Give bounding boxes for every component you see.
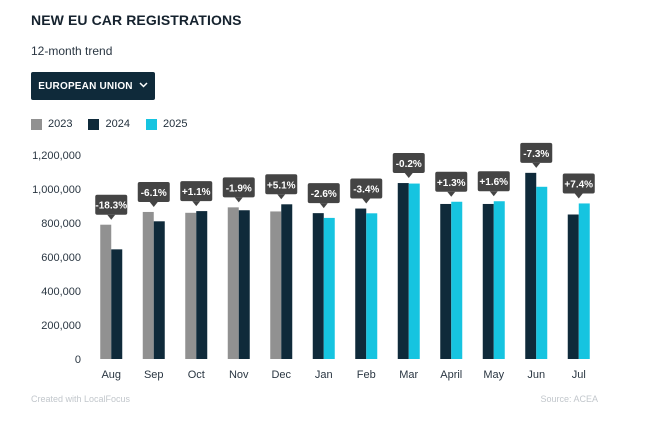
- legend: 2023 2024 2025: [31, 118, 187, 130]
- change-label: +1.3%: [437, 178, 466, 189]
- footer-credit: Created with LocalFocus: [31, 394, 131, 404]
- change-label-box: [95, 194, 128, 215]
- bar-2024: [312, 213, 324, 359]
- change-label-box: [350, 178, 383, 199]
- x-tick-label: Aug: [101, 369, 121, 381]
- legend-label-2024: 2024: [105, 118, 130, 130]
- bar-2025: [493, 201, 505, 359]
- y-tick-label: 800,000: [41, 218, 81, 230]
- bar-2025: [323, 217, 335, 359]
- legend-swatch-2023: [31, 118, 42, 130]
- change-label-box: [137, 181, 170, 202]
- bar-2024: [238, 210, 250, 359]
- change-label-pointer: [532, 162, 541, 168]
- change-label-pointer: [489, 191, 498, 197]
- bar-2023: [100, 224, 112, 359]
- bar-2024: [355, 208, 367, 359]
- y-tick-label: 600,000: [41, 252, 81, 264]
- x-tick-label: Sep: [144, 369, 164, 381]
- change-label-pointer: [319, 203, 328, 209]
- x-tick-label: Dec: [271, 369, 291, 381]
- change-label: -7.3%: [523, 149, 549, 160]
- legend-item-2023[interactable]: 2023: [31, 118, 72, 130]
- chart-subtitle: 12-month trend: [31, 44, 113, 58]
- change-label-pointer: [234, 197, 243, 203]
- change-label-pointer: [107, 214, 116, 220]
- x-tick-label: Jul: [572, 369, 586, 381]
- footer-source: Source: ACEA: [540, 394, 598, 404]
- bar-2023: [270, 211, 282, 359]
- change-label: +1.1%: [182, 187, 211, 198]
- x-tick-label: April: [440, 369, 462, 381]
- x-tick-label: Mar: [399, 369, 418, 381]
- change-label-pointer: [404, 173, 413, 179]
- change-label-pointer: [574, 193, 583, 199]
- bar-2024: [281, 204, 293, 359]
- x-tick-label: Nov: [229, 369, 249, 381]
- change-label-box: [520, 142, 553, 163]
- legend-label-2025: 2025: [162, 118, 188, 130]
- change-label-pointer: [447, 191, 456, 197]
- region-dropdown-label: EUROPEAN UNION: [38, 80, 133, 92]
- change-label: -2.6%: [311, 189, 337, 200]
- change-label-pointer: [149, 201, 158, 207]
- y-tick-label: 0: [75, 354, 81, 366]
- bar-2024: [111, 249, 123, 359]
- change-label: +7.4%: [564, 179, 593, 190]
- bar-2025: [536, 186, 548, 359]
- change-label: -0.2%: [396, 159, 422, 170]
- change-label-pointer: [277, 194, 286, 200]
- change-label: -18.3%: [95, 201, 127, 212]
- legend-swatch-2024: [88, 118, 100, 130]
- bar-2024: [153, 221, 165, 359]
- change-label-box: [562, 173, 595, 194]
- bar-2025: [578, 203, 590, 359]
- change-label: +5.1%: [267, 180, 296, 191]
- legend-item-2025[interactable]: 2025: [145, 118, 188, 130]
- bar-2024: [525, 172, 537, 359]
- bar-2025: [408, 183, 420, 359]
- change-label-box: [435, 171, 468, 192]
- y-tick-label: 1,000,000: [32, 184, 81, 196]
- change-label-box: [265, 174, 298, 195]
- bar-2024: [397, 183, 409, 359]
- x-tick-label: May: [483, 369, 504, 381]
- bar-2025: [451, 201, 463, 359]
- x-tick-label: Oct: [188, 369, 205, 381]
- change-label-box: [180, 181, 213, 202]
- bar-2024: [482, 203, 494, 359]
- bar-2023: [142, 211, 154, 359]
- change-label: -3.4%: [353, 185, 379, 196]
- y-tick-label: 200,000: [41, 320, 81, 332]
- legend-swatch-2025: [145, 118, 157, 130]
- y-tick-label: 400,000: [41, 286, 81, 298]
- legend-item-2024[interactable]: 2024: [88, 118, 130, 130]
- change-label: -1.9%: [226, 183, 252, 194]
- change-label: +1.6%: [479, 177, 508, 188]
- change-label-pointer: [192, 201, 201, 207]
- region-dropdown[interactable]: EUROPEAN UNION: [31, 72, 155, 100]
- bar-2023: [185, 212, 197, 359]
- chevron-down-icon: [139, 81, 148, 90]
- change-label-box: [392, 153, 425, 174]
- change-label-pointer: [362, 198, 371, 204]
- chart-title: NEW EU CAR REGISTRATIONS: [31, 12, 242, 28]
- bar-2024: [196, 211, 208, 359]
- legend-label-2023: 2023: [48, 118, 73, 130]
- bar-2024: [567, 214, 579, 359]
- change-label: -6.1%: [141, 188, 167, 199]
- bar-2024: [440, 203, 452, 359]
- x-tick-label: Feb: [357, 369, 376, 381]
- change-label-box: [222, 177, 255, 198]
- change-label-box: [477, 171, 510, 192]
- bar-2025: [366, 213, 378, 359]
- y-tick-label: 1,200,000: [32, 150, 81, 162]
- change-label-box: [307, 183, 340, 204]
- x-tick-label: Jan: [315, 369, 333, 381]
- x-tick-label: Jun: [527, 369, 545, 381]
- bar-2023: [227, 207, 239, 359]
